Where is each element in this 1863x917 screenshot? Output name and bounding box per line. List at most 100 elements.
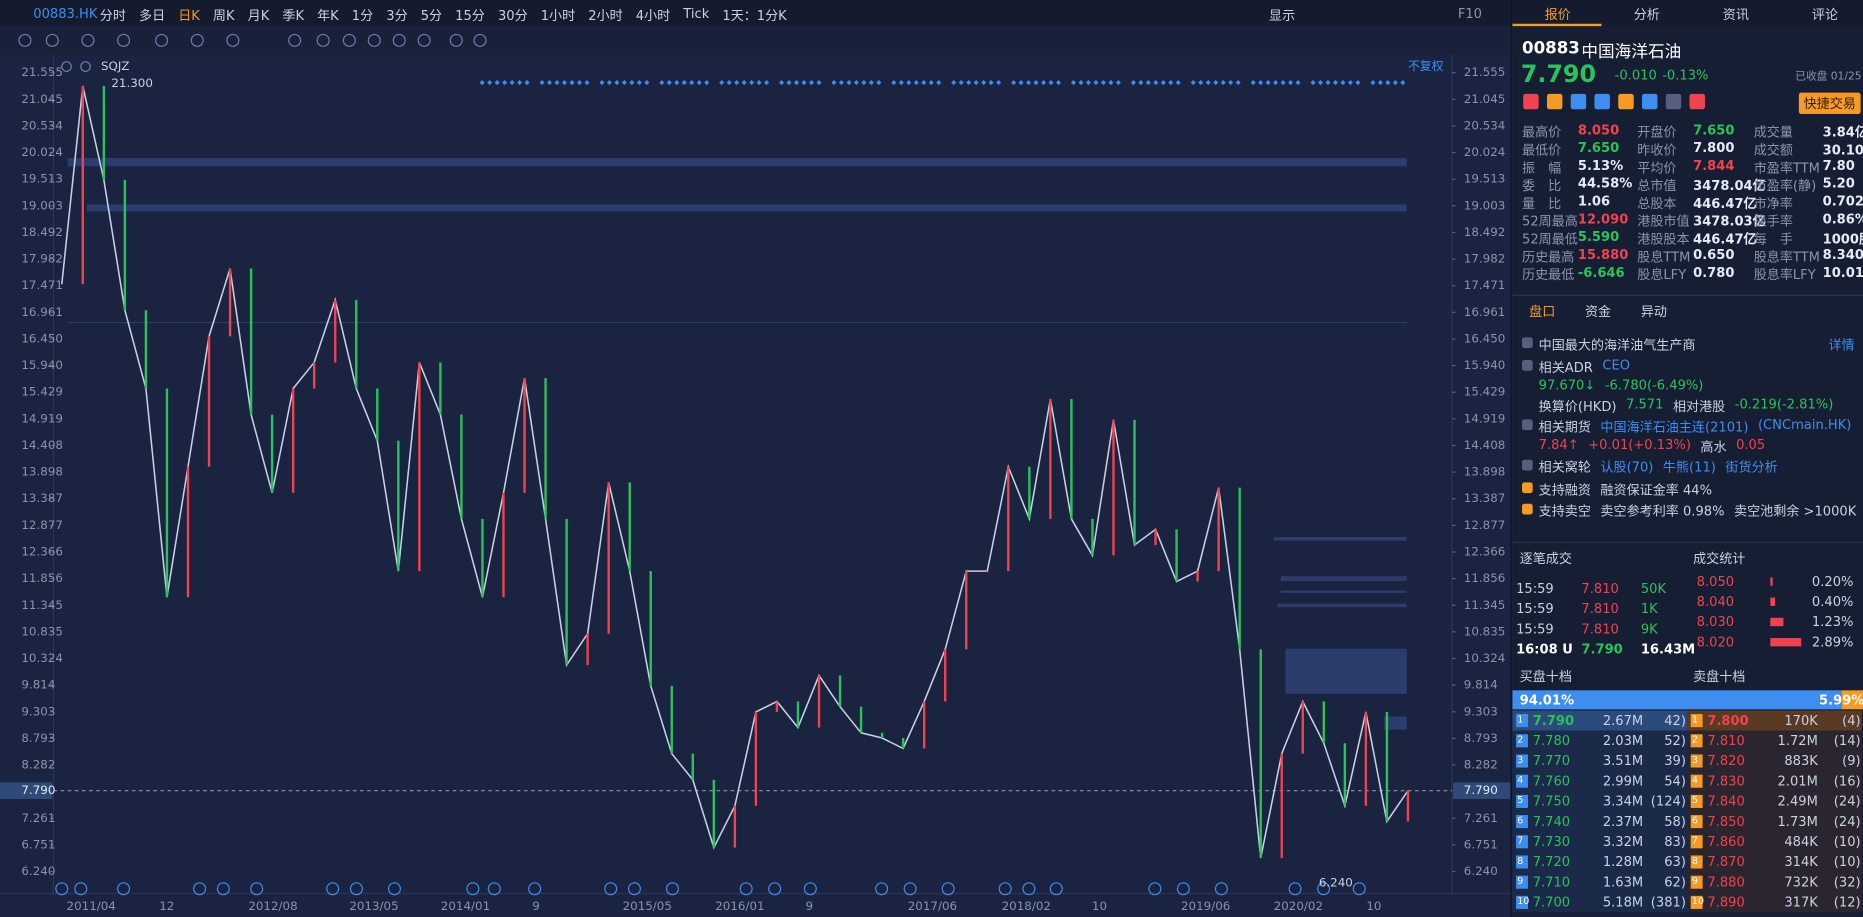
book-count: 39) — [1664, 753, 1686, 769]
period-tab[interactable]: 3分 — [386, 8, 408, 24]
info-text[interactable]: 中国海洋石油主连(2101) — [1600, 419, 1749, 435]
period-tab[interactable]: 周K — [212, 8, 235, 24]
signal — [1145, 80, 1151, 86]
price-bar — [1364, 711, 1368, 806]
book-count: (16) — [1833, 773, 1861, 789]
period-tab[interactable]: 4小时 — [635, 8, 671, 24]
book-count: (32) — [1833, 874, 1861, 890]
book-count: 52) — [1664, 733, 1686, 749]
y-tick-label-right: 8.793 — [1464, 731, 1498, 745]
period-tab[interactable]: 年K — [317, 8, 339, 24]
signal — [936, 80, 942, 86]
book-volume: 2.67M — [1602, 712, 1644, 729]
book-volume: 170K — [1784, 712, 1818, 729]
price-bar — [334, 299, 337, 363]
book-count: (10) — [1833, 834, 1861, 850]
price-bar — [944, 649, 947, 702]
info-text[interactable]: CEO — [1602, 357, 1631, 374]
signal — [1198, 80, 1204, 86]
level-badge — [1516, 734, 1528, 748]
y-tick-label: 14.408 — [21, 438, 63, 452]
signal — [1273, 80, 1279, 86]
period-tab[interactable]: 1天：1分K — [722, 8, 787, 24]
info-text: 相对港股 — [1672, 399, 1726, 415]
x-tick-label: 2020/02 — [1274, 899, 1323, 913]
event — [117, 882, 131, 896]
period-tab[interactable]: 季K — [282, 8, 305, 24]
stat-pct: 1.23% — [1811, 614, 1854, 630]
stat-label: 总股本 — [1637, 196, 1677, 212]
price-bar — [670, 685, 673, 754]
book-price: 7.780 — [1532, 733, 1571, 749]
stat-bar — [1770, 617, 1784, 627]
signal — [1175, 80, 1181, 86]
period-tab[interactable]: 1分 — [351, 8, 374, 24]
price-bar — [460, 414, 463, 519]
last-price-box — [0, 782, 53, 800]
period-tab[interactable]: 1小时 — [540, 8, 576, 24]
signal — [876, 80, 882, 86]
panel-tab[interactable]: 资讯 — [1722, 7, 1749, 23]
info-text[interactable]: 街货分析 — [1725, 459, 1778, 476]
period-tab[interactable]: 月K — [247, 8, 270, 24]
period-tab[interactable]: 2小时 — [588, 8, 623, 24]
book-row-bg — [1687, 791, 1862, 812]
price-bar — [859, 706, 863, 733]
stat-label: 市净率 — [1753, 196, 1793, 212]
panel-tab[interactable]: 报价 — [1544, 7, 1571, 23]
quick-trade-button[interactable]: 快捷交易 — [1798, 92, 1861, 115]
signal — [614, 80, 620, 86]
book-count: 42) — [1664, 712, 1686, 729]
stock-code[interactable]: 00883.HK — [33, 5, 98, 22]
info-text[interactable]: (CNCmain.HK) — [1757, 417, 1852, 433]
sub-tab[interactable]: 异动 — [1640, 304, 1667, 320]
sub-tab[interactable]: 资金 — [1584, 304, 1612, 320]
panel-tab[interactable]: 分析 — [1633, 7, 1660, 23]
info-icon — [1522, 419, 1533, 431]
info-text[interactable]: 牛熊(11) — [1662, 459, 1716, 476]
period-tab[interactable]: 15分 — [455, 8, 485, 24]
signal — [1280, 80, 1286, 86]
period-tab[interactable]: 分时 — [99, 8, 126, 24]
period-tab[interactable]: 30分 — [497, 8, 528, 24]
stat-value: 3.84亿 — [1822, 124, 1863, 141]
stat-label: 历史最低 — [1522, 267, 1575, 283]
stat-label: 港股市值 — [1637, 213, 1690, 230]
signal — [539, 80, 545, 86]
stat-pct: 2.89% — [1811, 634, 1854, 650]
sub-tab[interactable]: 盘口 — [1529, 304, 1556, 320]
event — [528, 882, 542, 896]
panel-tab[interactable]: 评论 — [1811, 7, 1839, 23]
signal — [973, 80, 979, 86]
signal — [509, 80, 515, 86]
sqjz-bands — [67, 158, 1407, 730]
info-line: 支持融资 融资保证金率 44% — [1539, 480, 1712, 499]
book-row-bg — [1512, 831, 1688, 852]
period-tab[interactable]: 日K — [178, 8, 200, 24]
stat-bar — [1770, 577, 1773, 586]
y-tick-label-right: 15.429 — [1464, 385, 1506, 399]
stat-value: 7.800 — [1693, 140, 1735, 156]
bid-title: 买盘十档 — [1519, 668, 1572, 685]
stat-value: 3478.03亿 — [1693, 213, 1766, 230]
period-tab[interactable]: 多日 — [139, 8, 166, 24]
detail-link[interactable]: 详情 — [1828, 337, 1855, 353]
drawing-toolbar-bg — [0, 26, 1513, 55]
stat-label: 换手率 — [1753, 213, 1793, 230]
info-text[interactable]: 认股(70) — [1600, 459, 1654, 476]
tick-cell: 15:59 — [1516, 601, 1554, 617]
display-menu[interactable]: 显示 — [1268, 8, 1296, 24]
period-tab[interactable]: 5分 — [420, 8, 443, 24]
f10-button[interactable]: F10 — [1457, 5, 1483, 22]
price-bar — [1070, 398, 1073, 519]
period-tab[interactable]: Tick — [683, 5, 710, 22]
toolbar-icons — [18, 33, 487, 72]
y-tick-label-right: 19.003 — [1464, 198, 1506, 212]
signal — [1332, 80, 1338, 86]
divider — [1512, 541, 1863, 543]
price-bar — [817, 675, 821, 728]
signal — [1078, 80, 1084, 86]
signal — [1288, 80, 1294, 86]
book-count: (24) — [1833, 813, 1861, 830]
info-text: 97.670↓ — [1538, 377, 1596, 394]
